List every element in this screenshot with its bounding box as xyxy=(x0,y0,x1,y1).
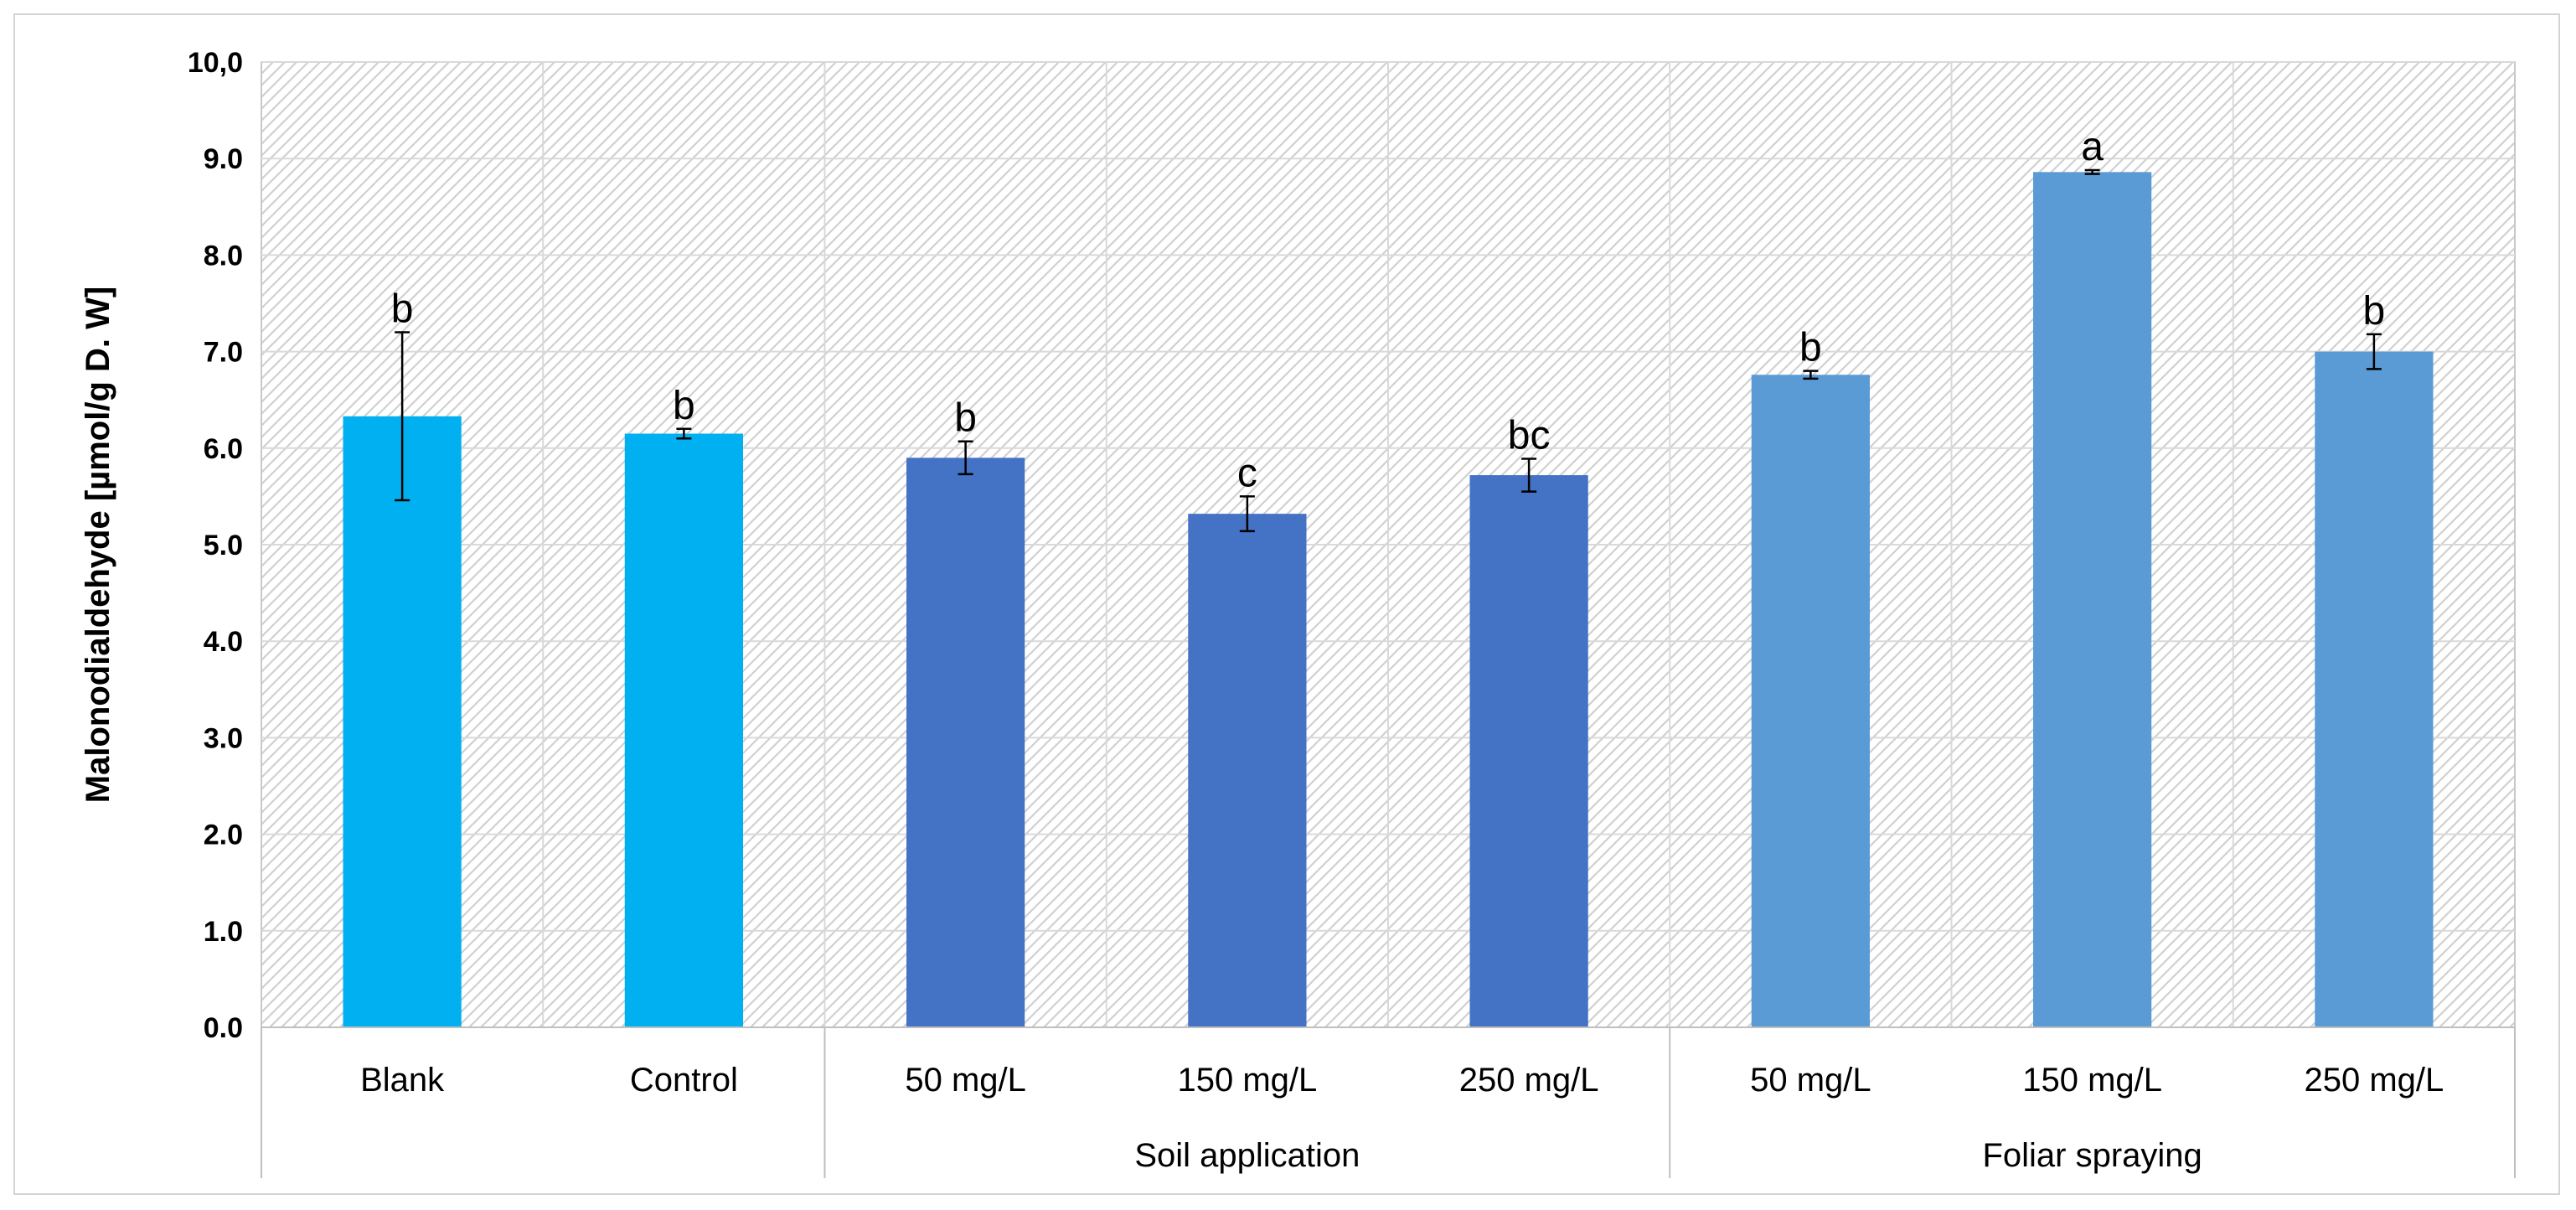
x-tick-label: 250 mg/L xyxy=(2304,1062,2444,1099)
significance-letter: b xyxy=(954,396,977,441)
significance-letter: b xyxy=(1799,326,1822,370)
x-tick-label: 250 mg/L xyxy=(1459,1062,1599,1099)
y-tick-label: 4.0 xyxy=(204,626,243,658)
y-tick-label: 3.0 xyxy=(204,722,243,754)
significance-letter: b xyxy=(673,384,695,428)
bar xyxy=(624,433,743,1027)
bar xyxy=(2033,172,2152,1027)
significance-letter: b xyxy=(2363,289,2386,334)
x-axis: Blank Control 50 mg/L 150 mg/L 250 mg/L 50 mg… xyxy=(261,1026,2516,1178)
significance-letter: bc xyxy=(1508,413,1551,458)
bar xyxy=(906,458,1025,1027)
x-tick-label: Control xyxy=(630,1062,738,1099)
x-tick-label: 150 mg/L xyxy=(2022,1062,2162,1099)
bar xyxy=(1751,375,1870,1027)
x-tick-label: 150 mg/L xyxy=(1177,1062,1317,1099)
x-tick-label: 50 mg/L xyxy=(905,1062,1026,1099)
y-tick-label: 5.0 xyxy=(204,530,243,561)
y-tick-label: 10,0 xyxy=(188,47,243,79)
x-group-label: Soil application xyxy=(1134,1137,1360,1174)
y-tick-label: 6.0 xyxy=(204,433,243,465)
y-axis-ticks: 0.0 1.0 2.0 3.0 4.0 5.0 6.0 7.0 8.0 9.0 10,0 xyxy=(188,47,243,1044)
x-group-label: Foliar spraying xyxy=(1982,1137,2202,1174)
bar xyxy=(2315,351,2434,1028)
y-axis-label: Malonodialdehyde [µmol/g D. W] xyxy=(80,287,116,803)
x-tick-label: 50 mg/L xyxy=(1750,1062,1871,1099)
significance-letter: b xyxy=(391,287,414,332)
y-tick-label: 2.0 xyxy=(204,820,243,851)
y-tick-label: 9.0 xyxy=(204,143,243,175)
bar xyxy=(1188,514,1307,1027)
bar xyxy=(1469,475,1588,1027)
y-tick-label: 7.0 xyxy=(204,337,243,369)
bar xyxy=(343,416,462,1027)
significance-letter: c xyxy=(1237,451,1257,495)
x-tick-label: Blank xyxy=(360,1062,445,1099)
significance-letter: a xyxy=(2081,125,2104,169)
y-tick-label: 0.0 xyxy=(204,1012,243,1044)
bar-chart: 0.01.02.03.04.05.06.07.08.09.010,0 bb bcb… xyxy=(80,47,2516,1178)
y-tick-label: 8.0 xyxy=(204,240,243,271)
y-tick-label: 1.0 xyxy=(204,916,243,948)
